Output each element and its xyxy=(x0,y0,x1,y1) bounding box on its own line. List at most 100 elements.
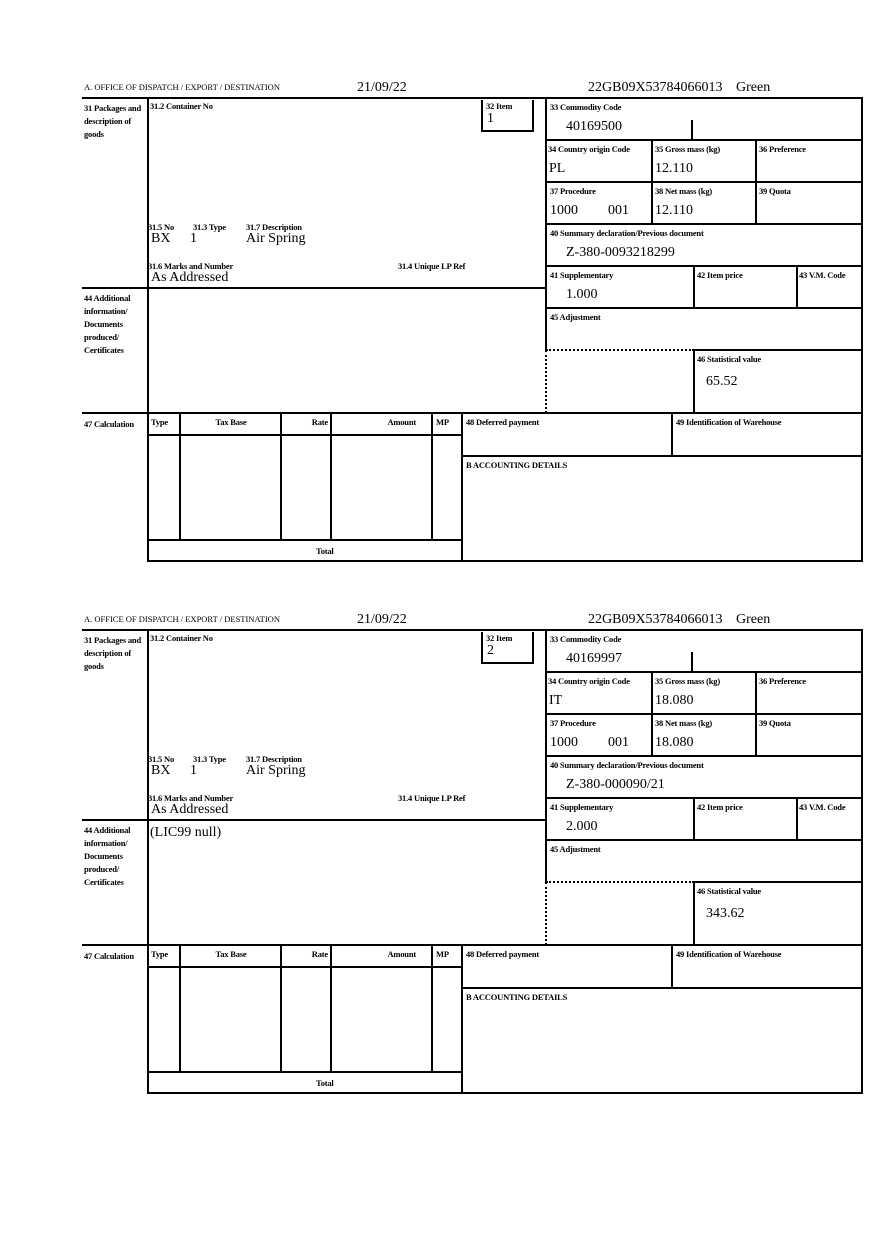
package-no-label: 31.5 No xyxy=(148,754,174,764)
previous-document-value: Z-380-0093218299 xyxy=(566,245,675,260)
rule xyxy=(82,412,863,414)
accounting-details-label: B ACCOUNTING DETAILS xyxy=(466,460,568,470)
rule xyxy=(148,539,463,541)
calc-rate-header: Rate xyxy=(311,417,328,427)
description-value: Air Spring xyxy=(246,763,306,778)
item-price-label: 42 Item price xyxy=(697,270,743,280)
rule xyxy=(462,455,863,457)
rule xyxy=(546,307,863,309)
copy-colour: Green xyxy=(736,80,771,95)
calc-rate-header: Rate xyxy=(311,949,328,959)
item-number: 2 xyxy=(487,643,494,658)
rule xyxy=(148,560,863,562)
calculation-label: 47 Calculation xyxy=(84,951,134,961)
preference-label: 36 Preference xyxy=(759,676,806,686)
rule xyxy=(651,140,653,225)
country-origin-value: PL xyxy=(549,161,566,176)
rule xyxy=(280,945,282,1073)
packages-label: 31 Packages and description of goods xyxy=(84,635,141,671)
rule xyxy=(693,798,695,841)
calc-amount-header: Amount xyxy=(387,949,416,959)
rule xyxy=(693,266,695,309)
rule xyxy=(481,100,483,132)
rule xyxy=(546,713,863,715)
rule xyxy=(82,97,863,99)
country-origin-value: IT xyxy=(549,693,563,708)
calc-mp-header: MP xyxy=(436,417,449,427)
deferred-payment-label: 48 Deferred payment xyxy=(466,417,539,427)
additional-info-label: 44 Additional information/ Documents pro… xyxy=(84,293,131,355)
rule xyxy=(691,652,693,673)
previous-document-value: Z-380-000090/21 xyxy=(566,777,665,792)
statistical-value: 65.52 xyxy=(706,374,738,389)
rule xyxy=(147,630,149,1094)
calc-type-header: Type xyxy=(151,949,168,959)
package-type-value: 1 xyxy=(190,763,197,778)
supplementary-label: 41 Supplementary xyxy=(550,270,614,280)
marks-label: 31.6 Marks and Number xyxy=(148,793,234,803)
copy-colour: Green xyxy=(736,612,771,627)
adjustment-label: 45 Adjustment xyxy=(550,312,601,322)
item-price-label: 42 Item price xyxy=(697,802,743,812)
rule xyxy=(755,140,757,225)
rule xyxy=(546,139,863,141)
supplementary-value: 2.000 xyxy=(566,819,598,834)
rule xyxy=(482,130,534,132)
calculation-label: 47 Calculation xyxy=(84,419,134,429)
declaration-date: 21/09/22 xyxy=(357,612,407,627)
rule xyxy=(671,413,673,457)
package-type-label: 31.3 Type xyxy=(193,754,226,764)
accounting-details-label: B ACCOUNTING DETAILS xyxy=(466,992,568,1002)
net-mass-label: 38 Net mass (kg) xyxy=(655,718,713,728)
warehouse-label: 49 Identification of Warehouse xyxy=(676,417,782,427)
additional-info-label: 44 Additional information/ Documents pro… xyxy=(84,825,131,887)
vm-code-label: 43 V.M. Code xyxy=(799,270,846,280)
container-no-label: 31.2 Container No xyxy=(150,633,213,643)
commodity-code-label: 33 Commodity Code xyxy=(550,634,622,644)
calc-mp-header: MP xyxy=(436,949,449,959)
dotted-rule xyxy=(546,881,694,883)
rule xyxy=(431,413,433,541)
unique-ref-label: 31.4 Unique LP Ref xyxy=(398,793,466,803)
commodity-code-value: 40169997 xyxy=(566,651,622,666)
rule xyxy=(82,629,863,631)
total-label: Total xyxy=(316,1078,334,1088)
item-number: 1 xyxy=(487,111,494,126)
rule xyxy=(691,120,693,141)
rule xyxy=(461,413,463,562)
warehouse-label: 49 Identification of Warehouse xyxy=(676,949,782,959)
supplementary-label: 41 Supplementary xyxy=(550,802,614,812)
rule xyxy=(532,632,534,664)
dotted-rule xyxy=(545,350,547,413)
summary-declaration-label: 40 Summary declaration/Previous document xyxy=(550,228,704,238)
rule xyxy=(82,287,547,289)
declaration-date: 21/09/22 xyxy=(357,80,407,95)
country-origin-label: 34 Country origin Code xyxy=(548,676,630,686)
vm-code-label: 43 V.M. Code xyxy=(799,802,846,812)
rule xyxy=(694,881,863,883)
gross-mass-label: 35 Gross mass (kg) xyxy=(655,144,720,154)
net-mass-value: 12.110 xyxy=(655,203,693,218)
rule xyxy=(651,672,653,757)
rule xyxy=(693,350,695,414)
calc-tax-base-header: Tax Base xyxy=(215,949,247,959)
additional-info-value: (LIC99 null) xyxy=(150,825,222,840)
office-heading: A. OFFICE OF DISPATCH / EXPORT / DESTINA… xyxy=(84,82,280,92)
procedure-value: 1000 xyxy=(550,735,578,750)
rule xyxy=(755,672,757,757)
quota-label: 39 Quota xyxy=(759,718,791,728)
declaration-reference: 22GB09X53784066013 xyxy=(588,80,723,95)
description-label: 31.7 Description xyxy=(246,754,302,764)
calc-tax-base-header: Tax Base xyxy=(215,417,247,427)
package-no-label: 31.5 No xyxy=(148,222,174,232)
procedure-suffix-value: 001 xyxy=(608,735,629,750)
rule xyxy=(148,1092,863,1094)
rule xyxy=(330,945,332,1073)
rule xyxy=(796,798,798,841)
quota-label: 39 Quota xyxy=(759,186,791,196)
dotted-rule xyxy=(545,882,547,945)
procedure-value: 1000 xyxy=(550,203,578,218)
adjustment-label: 45 Adjustment xyxy=(550,844,601,854)
total-label: Total xyxy=(316,546,334,556)
rule xyxy=(82,819,547,821)
